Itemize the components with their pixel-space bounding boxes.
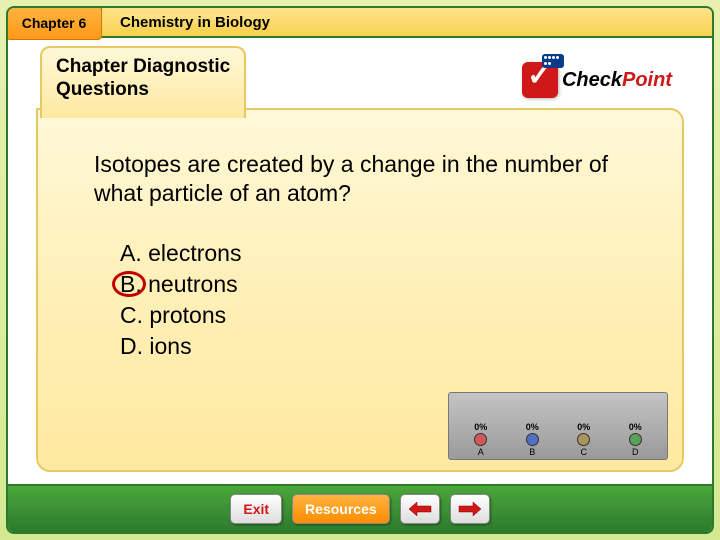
poll-label: C	[581, 447, 588, 457]
chapter-badge-text: Chapter 6	[22, 15, 87, 31]
answer-text: neutrons	[148, 271, 238, 297]
poll-label: D	[632, 447, 639, 457]
checkmark-icon	[522, 62, 558, 98]
chapter-title: Chemistry in Biology	[120, 14, 270, 31]
answer-choice[interactable]: B. neutrons	[120, 269, 642, 300]
poll-percent: 0%	[474, 422, 487, 432]
answer-choice[interactable]: D. ions	[120, 331, 642, 362]
resources-button[interactable]: Resources	[292, 494, 390, 524]
poll-percent: 0%	[577, 422, 590, 432]
bottom-bar: Exit Resources	[8, 484, 712, 532]
exit-button[interactable]: Exit	[230, 494, 282, 524]
question-text: Isotopes are created by a change in the …	[94, 150, 642, 208]
tab-line2: Questions	[56, 79, 230, 102]
poll-column: 0% C	[563, 422, 605, 457]
checkpoint-text: CheckPoint	[562, 69, 672, 92]
answer-choice[interactable]: A. electrons	[120, 238, 642, 269]
answer-text: ions	[149, 333, 191, 359]
answer-choice[interactable]: C. protons	[120, 300, 642, 331]
poll-label: B	[529, 447, 535, 457]
poll-dot-icon	[526, 433, 539, 446]
answer-letter: A.	[120, 240, 148, 266]
tab-line1: Chapter Diagnostic	[56, 56, 230, 79]
poll-percent: 0%	[629, 422, 642, 432]
poll-dot-icon	[629, 433, 642, 446]
answer-text: protons	[149, 302, 226, 328]
exit-button-label: Exit	[243, 501, 269, 517]
poll-column: 0% D	[614, 422, 656, 457]
poll-dot-icon	[474, 433, 487, 446]
resources-button-label: Resources	[305, 501, 377, 517]
answer-letter: B.	[120, 271, 148, 297]
poll-column: 0% A	[460, 422, 502, 457]
answer-text: electrons	[148, 240, 241, 266]
answer-letter: D.	[120, 333, 149, 359]
checkpoint-text-2: Point	[622, 69, 672, 91]
poll-chart: 0% A 0% B 0% C 0% D	[448, 392, 668, 460]
answer-list: A. electronsB. neutronsC. protonsD. ions	[94, 238, 642, 362]
arrow-left-icon	[407, 500, 433, 518]
poll-percent: 0%	[526, 422, 539, 432]
poll-dot-icon	[577, 433, 590, 446]
checkpoint-text-1: Check	[562, 69, 622, 91]
answer-letter: C.	[120, 302, 149, 328]
next-button[interactable]	[450, 494, 490, 524]
section-tab: Chapter Diagnostic Questions	[40, 46, 246, 118]
chapter-badge: Chapter 6	[6, 6, 102, 40]
checkpoint-logo: CheckPoint	[522, 62, 672, 98]
dots-icon	[542, 54, 564, 68]
prev-button[interactable]	[400, 494, 440, 524]
arrow-right-icon	[457, 500, 483, 518]
poll-label: A	[478, 447, 484, 457]
poll-column: 0% B	[511, 422, 553, 457]
header-bar	[8, 8, 712, 38]
